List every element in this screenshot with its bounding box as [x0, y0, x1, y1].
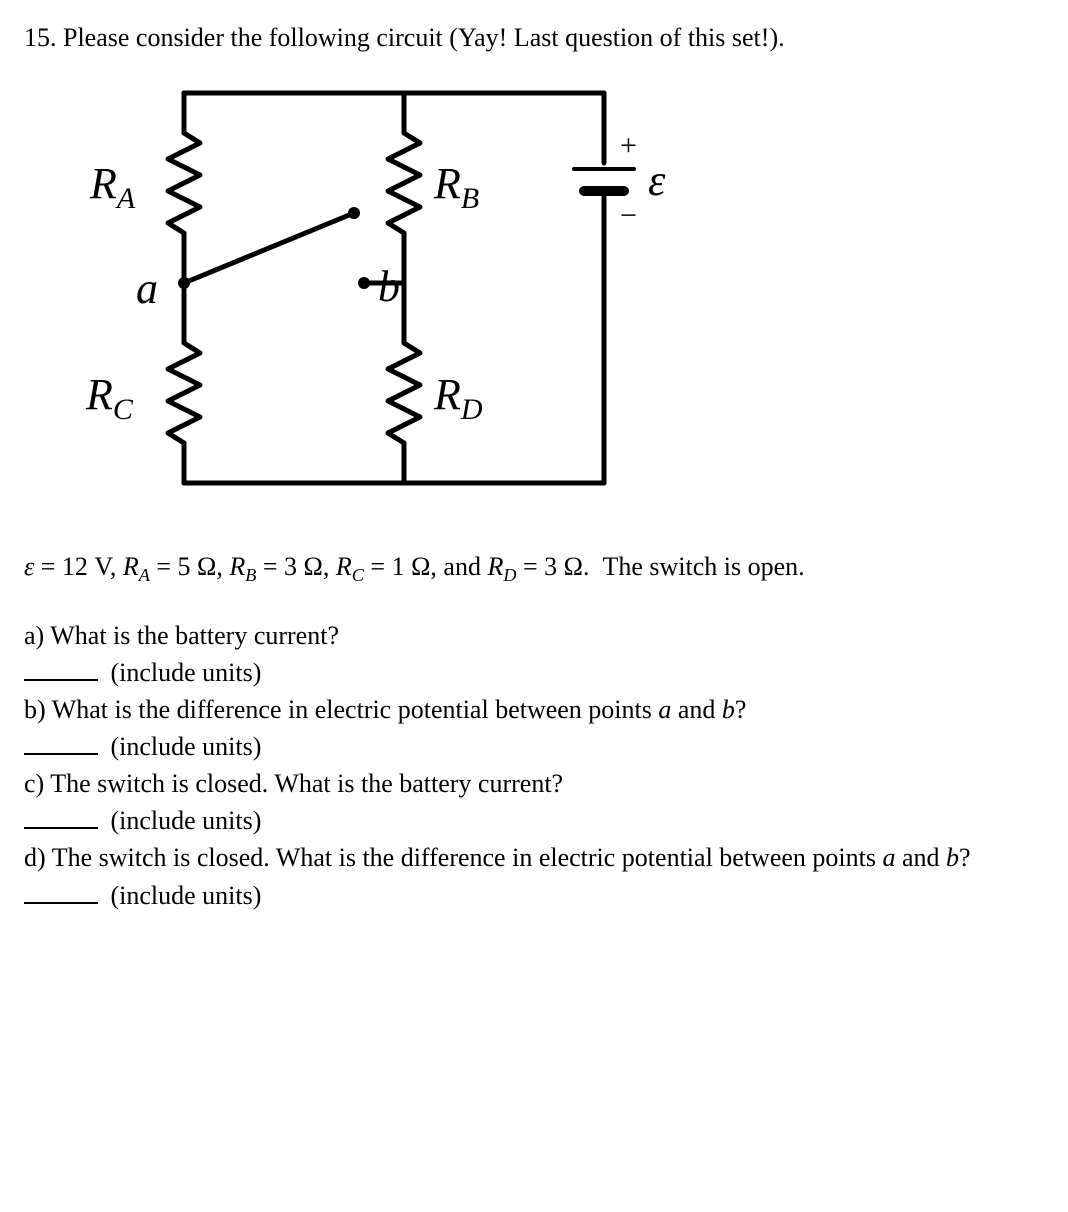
part-c-text: The switch is closed. What is the batter… [50, 769, 563, 798]
given-epsilon: ε = 12 V [24, 552, 110, 581]
part-b-label: b) [24, 695, 46, 724]
part-a-units-hint: (include units) [111, 658, 262, 687]
part-d-b: b [946, 843, 959, 872]
part-d-text-post: ? [959, 843, 971, 872]
part-d-units-hint: (include units) [111, 881, 262, 910]
label-plus: + [620, 129, 637, 162]
blank-c[interactable] [24, 807, 98, 830]
part-b-a: a [658, 695, 671, 724]
switch-contact-dot [358, 277, 370, 289]
blank-d[interactable] [24, 881, 98, 904]
given-RA: RA = 5 Ω [123, 552, 217, 581]
label-RB: RB [433, 159, 479, 215]
question-intro: 15. Please consider the following circui… [24, 20, 1044, 55]
part-d-text-pre: The switch is closed. What is the differ… [52, 843, 883, 872]
given-RD: RD = 3 Ω [487, 552, 583, 581]
label-node-b: b [378, 262, 400, 311]
resistor-RA [168, 133, 200, 233]
part-b-b: b [722, 695, 735, 724]
part-a-answer-line: (include units) [24, 655, 1044, 690]
part-d-a: a [882, 843, 895, 872]
given-tail: The switch is open. [602, 552, 804, 581]
part-b-text-post: ? [735, 695, 747, 724]
part-b-units-hint: (include units) [111, 732, 262, 761]
resistor-RD [388, 343, 420, 443]
part-b-and: and [671, 695, 722, 724]
node-a-dot [178, 277, 190, 289]
part-d: d) The switch is closed. What is the dif… [24, 840, 1044, 875]
given-RC: RC = 1 Ω [336, 552, 431, 581]
part-b-answer-line: (include units) [24, 729, 1044, 764]
part-d-and: and [895, 843, 946, 872]
part-c-answer-line: (include units) [24, 803, 1044, 838]
part-c-label: c) [24, 769, 44, 798]
part-d-answer-line: (include units) [24, 878, 1044, 913]
label-RD: RD [433, 370, 483, 426]
part-a: a) What is the battery current? [24, 618, 1044, 653]
circuit-svg: RA RB RC RD a b ε + − [44, 73, 684, 503]
resistor-RB [388, 133, 420, 233]
given-line: ε = 12 V, RA = 5 Ω, RB = 3 Ω, RC = 1 Ω, … [24, 549, 1044, 588]
switch-arm [184, 213, 354, 283]
blank-a[interactable] [24, 658, 98, 681]
question-number: 15. [24, 23, 57, 52]
circuit-diagram: RA RB RC RD a b ε + − [44, 73, 1044, 503]
part-a-text: What is the battery current? [50, 621, 339, 650]
part-c-units-hint: (include units) [111, 806, 262, 835]
part-a-label: a) [24, 621, 44, 650]
part-c: c) The switch is closed. What is the bat… [24, 766, 1044, 801]
label-RA: RA [89, 159, 136, 215]
label-minus: − [620, 199, 637, 232]
resistor-RC [168, 343, 200, 443]
question-intro-text: Please consider the following circuit (Y… [63, 23, 785, 52]
label-epsilon: ε [648, 156, 666, 205]
label-node-a: a [136, 264, 158, 313]
blank-b[interactable] [24, 732, 98, 755]
part-b-text-pre: What is the difference in electric poten… [52, 695, 659, 724]
label-RC: RC [85, 370, 134, 426]
given-RB: RB = 3 Ω [229, 552, 323, 581]
part-b: b) What is the difference in electric po… [24, 692, 1044, 727]
switch-arm-end-dot [348, 207, 360, 219]
part-d-label: d) [24, 843, 46, 872]
